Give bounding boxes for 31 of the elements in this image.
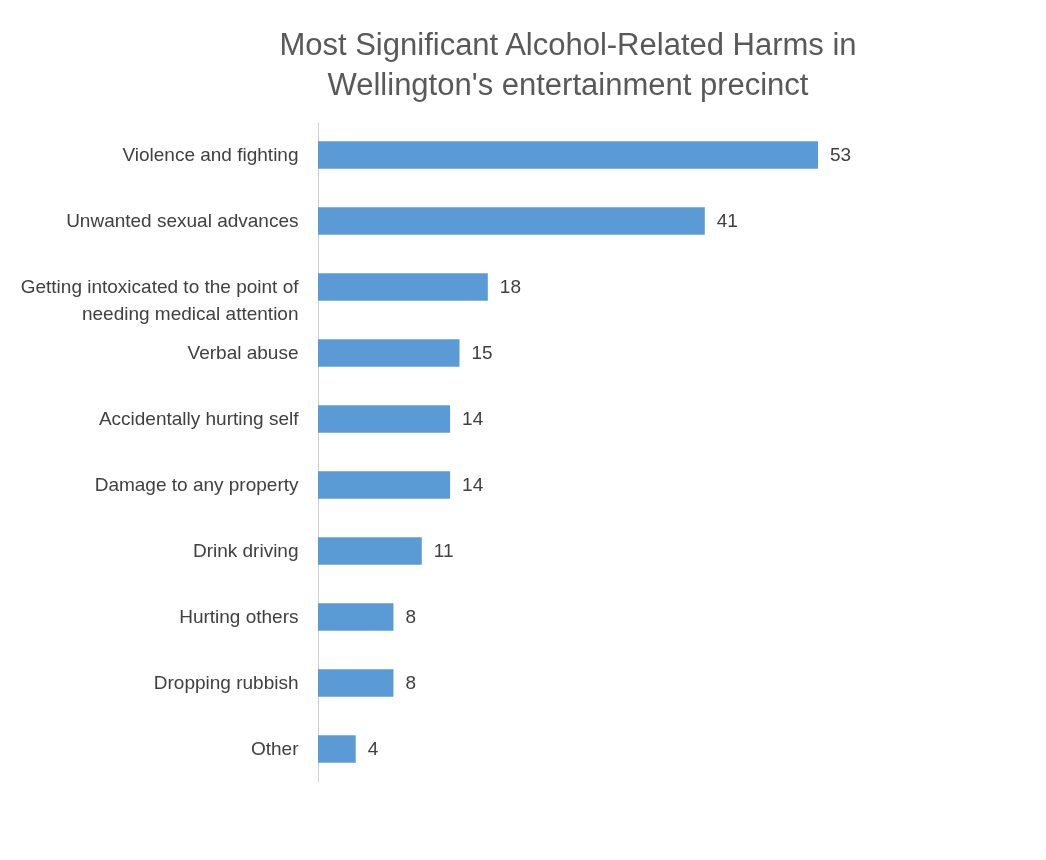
data-label: 15 xyxy=(471,342,493,363)
bar xyxy=(318,735,356,763)
y-tick-label: Dropping rubbish xyxy=(153,672,299,693)
data-label: 11 xyxy=(433,540,454,561)
y-tick-label: Drink driving xyxy=(192,540,299,561)
bar xyxy=(318,207,705,235)
data-label: 14 xyxy=(462,408,484,429)
bar xyxy=(318,141,818,169)
bar xyxy=(318,537,422,565)
data-label: 4 xyxy=(367,738,379,759)
data-label: 8 xyxy=(405,672,417,693)
y-tick-label: Verbal abuse xyxy=(187,342,299,363)
data-label: 53 xyxy=(830,144,852,165)
data-label: 14 xyxy=(462,474,484,495)
bar xyxy=(318,273,488,301)
bar xyxy=(318,603,394,631)
bar xyxy=(318,471,451,499)
y-tick-label: Other xyxy=(250,738,300,759)
y-tick-label: Damage to any property xyxy=(94,474,299,495)
bar xyxy=(318,669,394,697)
bar xyxy=(318,339,460,367)
data-label: 8 xyxy=(405,606,417,627)
data-label: 18 xyxy=(499,276,521,297)
y-tick-label: Getting intoxicated to the point of needing medical attention xyxy=(20,276,300,324)
y-tick-label: Accidentally hurting self xyxy=(98,408,300,429)
bar xyxy=(318,405,451,433)
y-tick-label: Unwanted sexual advances xyxy=(66,210,299,231)
y-tick-label: Violence and fighting xyxy=(122,144,299,165)
y-tick-label: Hurting others xyxy=(179,606,299,627)
chart-title: Most Significant Alcohol-Related Harms in Wellington's entertainment precinct xyxy=(279,27,857,102)
data-label: 41 xyxy=(716,210,738,231)
